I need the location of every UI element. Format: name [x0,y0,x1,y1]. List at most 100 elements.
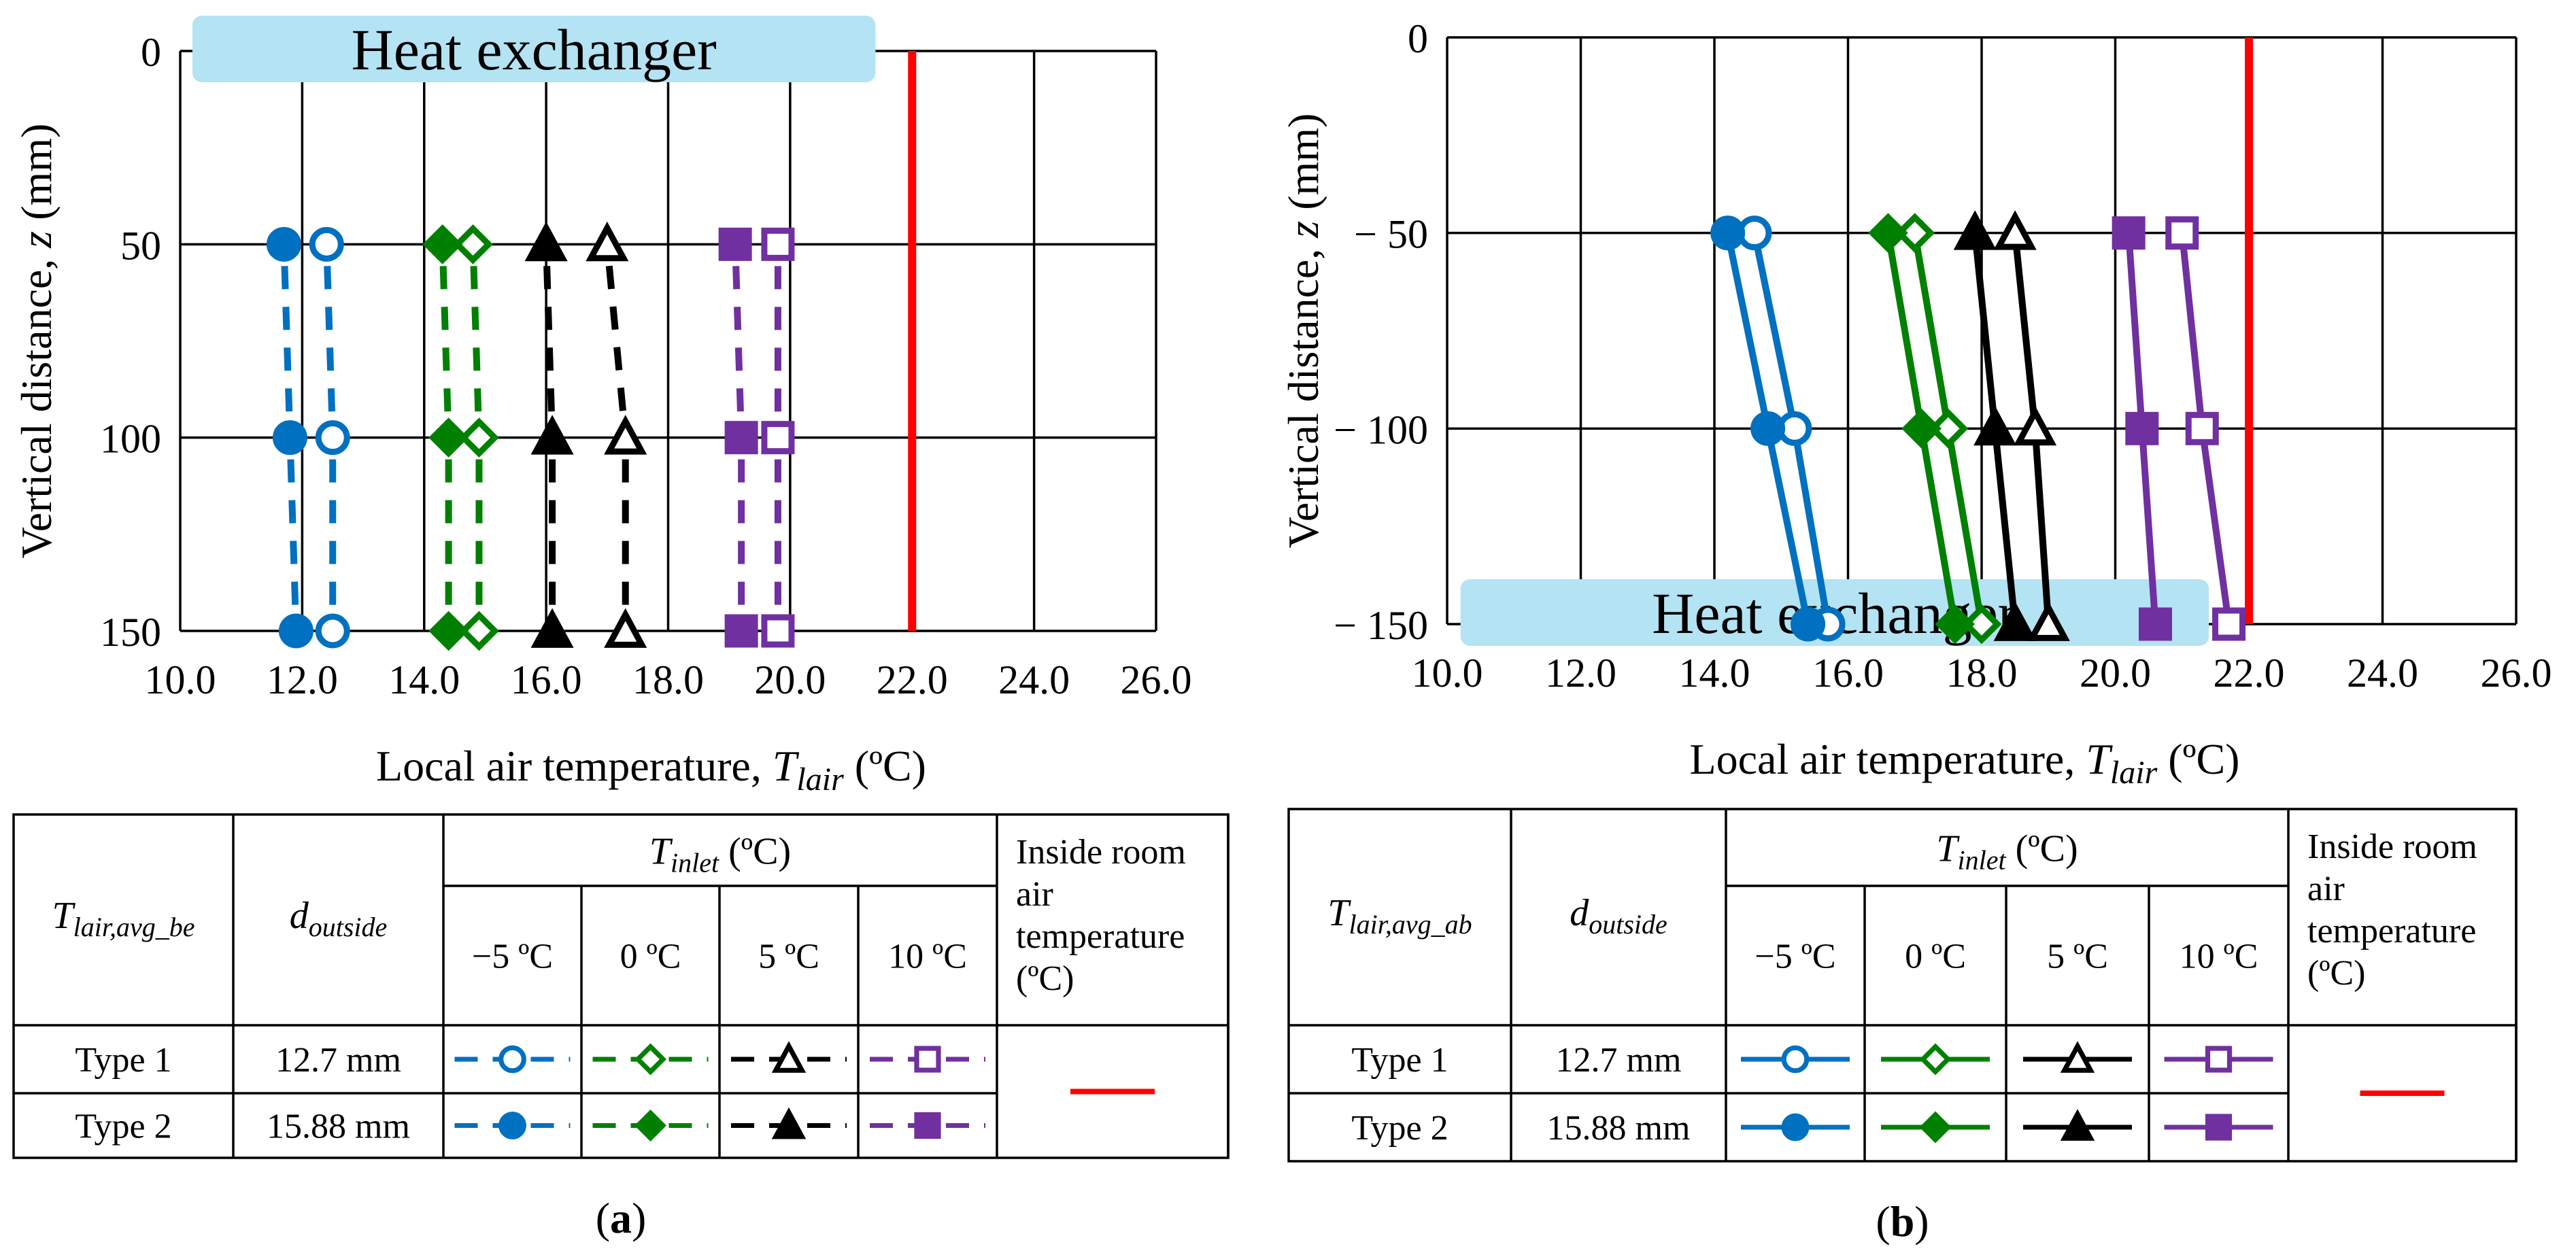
x-axis-title: Local air temperature, Tlair (ºC) [1690,735,2240,791]
x-tick-label: 20.0 [2080,651,2151,696]
series-line-segment [439,266,452,416]
legend-swatch-circle-open [454,1045,571,1074]
legend-swatch-marker [2060,1041,2095,1073]
data-point-diamond-open [1895,213,1935,254]
table-inlet-col-label: −5 ºC [1755,938,1835,976]
data-point-diamond-open [459,611,499,651]
y-axis-title: Vertical distance, z (mm) [12,124,61,559]
table-inlet-col-label: −5 ºC [472,938,553,976]
series-square-filled-7 [2112,216,2172,641]
data-point-triangle-open [604,415,647,455]
legend-swatch-marker [771,1041,807,1073]
table-room-header-line: Inside room [2307,827,2477,866]
table-header-inlet: Tinlet (ºC) [649,831,791,878]
heat-exchanger-label: Heat exchanger [352,17,717,82]
plot-grid [179,50,1157,632]
x-tick-label: 18.0 [1946,651,2018,696]
y-tick-label: 100 [100,417,161,462]
table-inlet-col-label: 0 ºC [620,938,681,976]
x-tick-label: 24.0 [998,657,1070,702]
legend-swatch-marker [914,1112,941,1139]
table-header-diameter: doutside [290,895,388,942]
legend-swatch-circle-filled [1741,1113,1850,1142]
table-room-header-line: (ºC) [2307,954,2365,993]
data-point-circle-filled [1750,411,1786,446]
data-point-triangle-filled [530,608,574,648]
data-point-circle-open [309,226,344,262]
table-header-variable: Tlair,avg_be [52,895,194,942]
legend-swatch-diamond-open [592,1043,709,1076]
legend-swatch-marker [914,1046,941,1073]
data-point-circle-filled [1791,606,1826,642]
data-point-circle-filled [272,420,307,456]
table-inlet-col-label: 10 ºC [2180,938,2258,976]
data-point-square-open [2165,216,2199,250]
table-inlet-col-label: 0 ºC [1905,938,1966,976]
data-point-triangle-open [604,608,647,648]
data-point-circle-open [315,613,350,649]
legend-swatch-marker [1781,1113,1810,1142]
data-point-circle-filled [1710,216,1746,251]
data-point-triangle-filled [1953,210,1997,250]
chart-panel-b: 10.0 12.0 14.0 16.0 18.0 20.0 22.0 24.0 26.0 − 15… [1279,16,2552,791]
table-diameter-value: 15.88 mm [267,1108,410,1146]
series-triangle-filled-5 [524,221,574,648]
x-tick-label: 26.0 [1121,657,1192,702]
data-point-circle-open [315,420,350,456]
x-axis-title: Local air temperature, Tlair (ºC) [376,742,926,797]
table-room-header-line: temperature [2307,912,2476,950]
data-point-diamond-filled [1868,213,1908,254]
y-tick-label: 150 [100,610,161,655]
data-point-square-filled [2112,216,2146,250]
panel-caption: (b) [1876,1197,1929,1246]
legend-swatch-triangle-filled [2023,1109,2132,1141]
heat-exchanger-banner [192,16,876,82]
table-diameter-value: 15.88 mm [1547,1109,1691,1148]
x-tick-label: 16.0 [1812,651,1884,696]
series-line-segment [324,266,336,416]
data-point-diamond-filled [422,224,463,264]
data-point-square-filled [724,614,758,648]
y-tick-label: − 150 [1334,603,1428,648]
x-tick-label: 16.0 [511,657,582,702]
table-inlet-col-label: 10 ºC [888,938,967,976]
x-tick-label: 14.0 [388,657,460,702]
x-tick-label: 26.0 [2481,651,2552,696]
data-point-triangle-filled [530,415,574,455]
data-point-square-filled [2138,607,2172,641]
chart-panel-a: 10.0 12.0 14.0 16.0 18.0 20.0 22.0 24.0 26.0 0 50 1… [12,16,1192,797]
table-room-header-line: (ºC) [1016,959,1074,998]
series-square-open-6 [761,227,795,648]
data-point-diamond-open [459,417,499,458]
panel-caption: (a) [596,1194,647,1242]
data-point-diamond-filled [428,417,469,458]
data-point-diamond-filled [1901,408,1942,449]
x-tick-label: 24.0 [2347,651,2418,696]
data-point-circle-filled [266,226,301,262]
series-line-segment [605,265,627,417]
data-point-square-open [2212,607,2246,641]
legend-swatch-square-open [870,1046,985,1073]
series-circle-filled-1 [266,226,313,649]
legend-swatch-square-filled [870,1112,985,1139]
legend-swatch-marker [2205,1046,2233,1073]
series-triangle-open-4 [1993,210,2070,641]
legend-swatch-marker [1781,1045,1810,1074]
data-point-square-open [2185,411,2219,445]
series-circle-open-0 [309,226,350,649]
table-inlet-col-label: 5 ºC [2047,938,2108,976]
legend-swatch-marker [634,1043,666,1076]
series-diamond-filled-3 [422,224,469,651]
table-type-label: Type 1 [1351,1041,1448,1080]
data-point-diamond-open [1961,604,2002,645]
legend-swatch-square-filled [2164,1114,2273,1141]
y-tick-label: 50 [120,223,161,268]
series-line-segment [543,266,556,416]
legend-swatch-circle-filled [454,1112,571,1139]
legend-swatch-circle-open [1741,1045,1850,1074]
legend-swatch-triangle-open [2023,1041,2132,1073]
y-tick-label: − 100 [1334,407,1428,452]
series-square-filled-7 [718,227,758,648]
x-tick-label: 20.0 [754,657,826,702]
y-tick-label: 0 [1408,16,1428,61]
